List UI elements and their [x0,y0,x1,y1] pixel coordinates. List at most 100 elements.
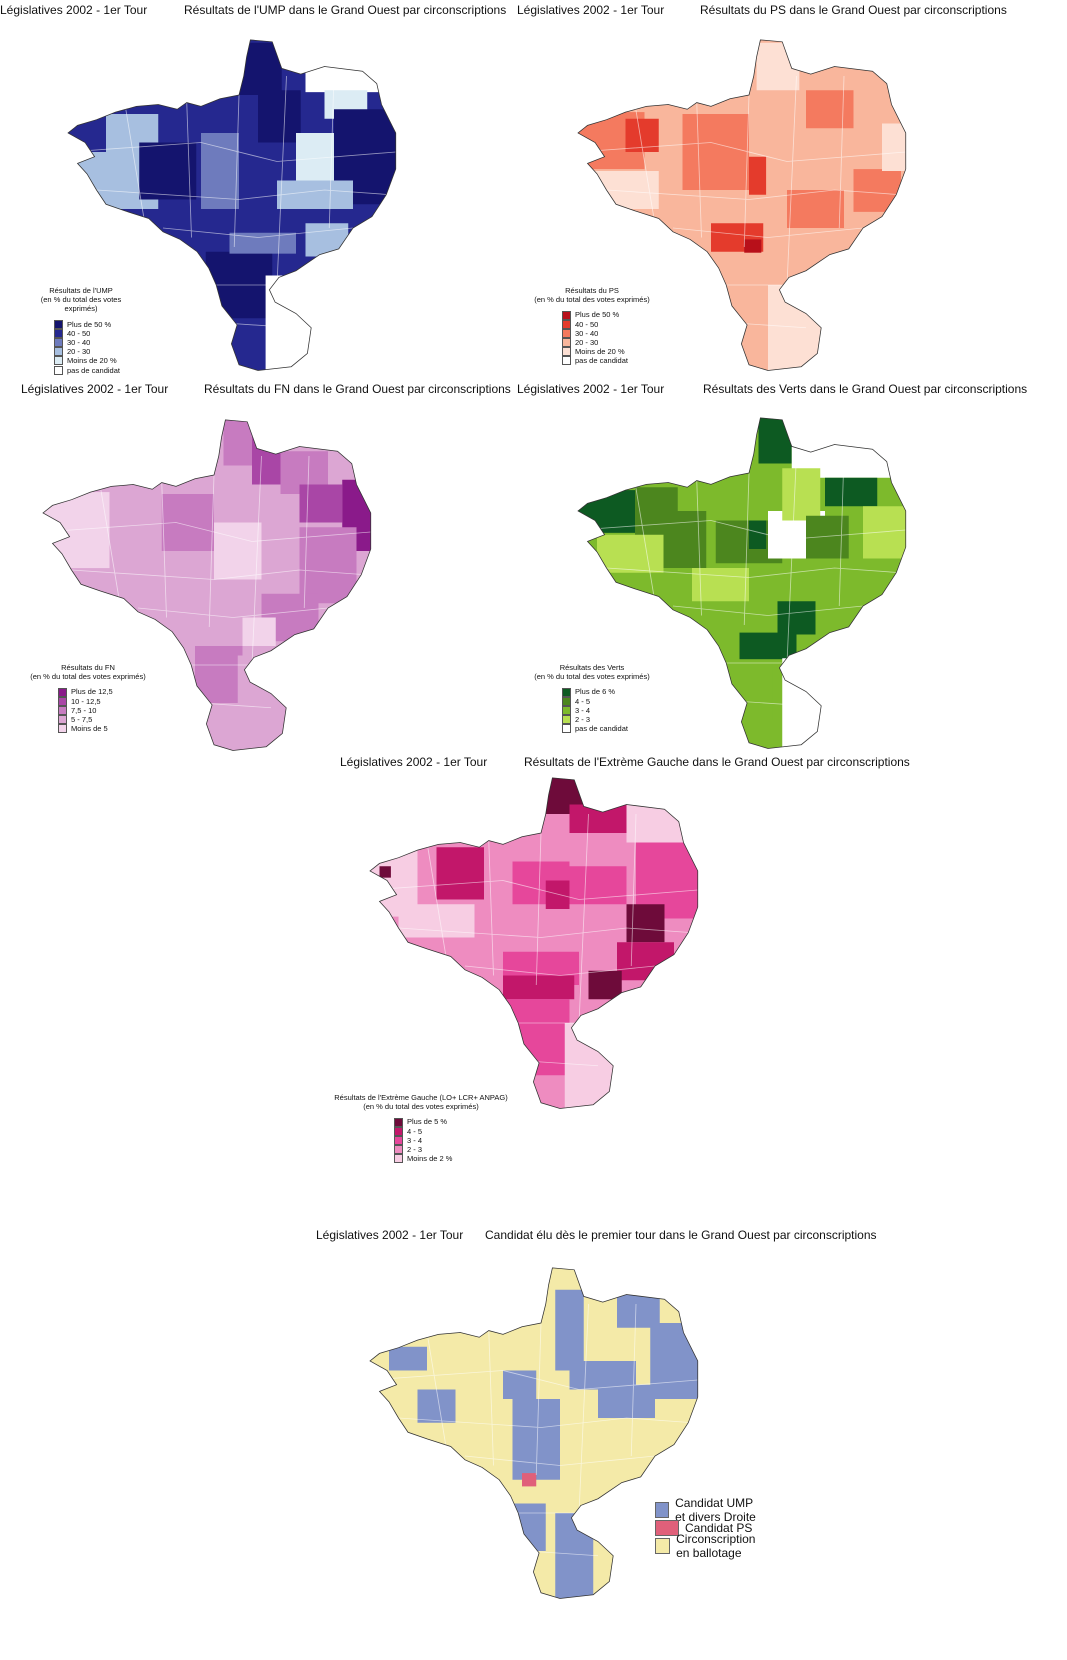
legend-item: Plus de 12,5 [58,687,148,697]
panel-header-title: Résultats du FN dans le Grand Ouest par … [204,382,511,396]
circ-zone [569,866,627,905]
panel-header-left: Législatives 2002 - 1er Tour [517,3,665,17]
legend-label: Plus de 50 % [67,319,112,329]
legend-swatch [54,319,63,329]
legend-item: Moins de 5 [58,724,148,734]
legend-label: 20 - 30 [67,347,91,357]
circonscription-borders [370,1303,698,1557]
legend-swatch [54,328,63,338]
circ-zone [242,617,276,646]
legend-ps: Résultats du PS (en % du total des votes… [532,286,652,366]
circ-zone [305,61,382,93]
legend-label: pas de candidat [575,724,628,734]
circ-zone [806,90,854,129]
circ-zone [379,866,391,878]
circ-zone [299,484,343,523]
legend-title: Résultats du PS [565,286,619,295]
legend-fn: Résultats du FN (en % du total des votes… [28,663,148,734]
panel-header-left: Législatives 2002 - 1er Tour [0,3,148,17]
legend-item: Plus de 5 % [394,1117,526,1127]
circ-zone [749,156,767,195]
legend-swatch [58,696,67,706]
circonscription-borders [67,75,396,329]
circ-zone [389,1346,427,1371]
circ-zone [768,285,825,371]
legend-item: 30 - 40 [54,337,136,348]
legend-label: 4 - 5 [575,696,591,706]
panel-header-title: Résultats du PS dans le Grand Ouest par … [700,3,1007,17]
circ-zone [195,646,243,703]
legend-label: 2 - 3 [575,714,591,724]
legend-label: 5 - 7,5 [71,714,93,724]
legend-item: Plus de 6 % [562,687,652,697]
legend-swatch [58,724,67,734]
panel-header-left: Législatives 2002 - 1er Tour [340,755,488,769]
legend-item: Moins de 2 % [394,1154,526,1164]
legend-label: Plus de 6 % [575,687,616,697]
circ-zone [853,169,901,212]
legend-item: Moins de 20 % [562,347,652,357]
circonscription-borders [578,453,906,707]
circ-zone [265,275,323,371]
legend-item: 4 - 5 [394,1127,526,1136]
legend-title: Résultats des Verts [559,663,625,672]
panel-header-title: Résultats de l'UMP dans le Grand Ouest p… [184,3,507,17]
legend-title: Résultats du FN [61,663,115,672]
legend-item: pas de candidat [54,366,136,375]
circonscription-borders [370,813,698,1067]
map-extreme-gauche [369,777,699,1109]
legend-item: Plus de 50 % [54,320,136,329]
legend-elus: Candidat UMP et divers Droite Candidat PS… [655,1496,764,1560]
legend-label: 10 - 12,5 [71,696,101,706]
legend-item: Moins de 20 % [54,356,136,366]
circ-zone [597,534,664,573]
legend-label: 3 - 4 [407,1135,423,1145]
legend-items: Plus de 12,5 10 - 12,5 7,5 - 10 5 - 7,5 Moin… [58,687,148,734]
circ-zone [161,494,214,551]
legend-swatch [394,1117,403,1127]
legend-item: 20 - 30 [562,337,652,348]
legend-item: 7,5 - 10 [58,706,148,715]
legend-label: pas de candidat [67,365,120,375]
circ-zone [555,1289,584,1371]
circ-zone [417,1389,456,1423]
map-fn [42,419,372,751]
legend-swatch [562,338,571,348]
circ-zone [882,123,906,171]
panel-header-title: Candidat élu dès le premier tour dans le… [485,1228,877,1242]
legend-items: Plus de 50 % 40 - 50 30 - 40 20 - 30 Moins d… [562,310,652,366]
legend-label: 20 - 30 [575,337,599,347]
circ-zone [598,1384,655,1418]
circ-zone [569,804,627,833]
legend-label: 30 - 40 [67,337,91,347]
map-verts [577,417,907,749]
legend-subtitle: (en % du total des votes exprimés) [30,672,146,682]
circ-zone [139,142,197,200]
legend-item: Candidat PS [655,1519,764,1537]
legend-item: pas de candidat [562,356,652,366]
circ-zone [725,663,773,720]
circ-zone [617,942,674,981]
panel-header-title: Résultats des Verts dans le Grand Ouest … [703,382,1028,396]
circ-zone [756,42,800,91]
legend-swatch [54,347,63,357]
panel-header-title: Résultats de l'Extrème Gauche dans le Gr… [524,755,910,769]
legend-item: 5 - 7,5 [58,714,148,725]
legend-label: pas de candidat [575,356,628,366]
circ-zone [777,601,816,635]
circ-zone [277,180,353,209]
legend-swatch [562,724,571,734]
circ-zone [682,114,749,190]
legend-label: Circonscription en ballotage [676,1532,756,1560]
legend-item: 4 - 5 [562,697,652,706]
legend-swatch [54,356,63,366]
legend-item: Candidat UMP et divers Droite [655,1496,764,1524]
legend-label: 3 - 4 [575,705,591,715]
circ-zone [503,975,575,1000]
legend-swatch [655,1538,671,1554]
legend-label: Candidat UMP et divers Droite [675,1496,756,1524]
legend-swatch [58,687,67,697]
circonscription-borders [578,75,906,329]
legend-subtitle: (en % du total des votes exprimés) [363,1102,479,1112]
circ-zone [758,417,792,464]
